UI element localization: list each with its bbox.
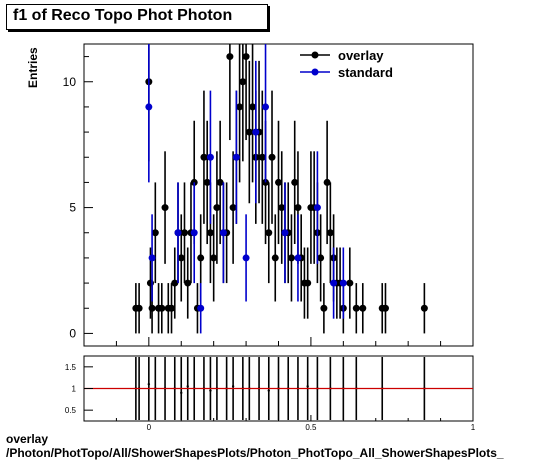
overlay-point [146, 279, 154, 287]
footer-label: overlay [6, 432, 49, 446]
standard-point [330, 279, 338, 287]
overlay-point [323, 178, 331, 186]
overlay-point [326, 229, 334, 237]
overlay-point [151, 229, 159, 237]
y-tick-label: 10 [63, 75, 77, 89]
overlay-point [229, 204, 237, 212]
overlay-point [200, 153, 208, 161]
ratio-point [180, 391, 183, 395]
overlay-point [197, 254, 205, 262]
overlay-point [135, 304, 143, 312]
overlay-point [291, 178, 299, 186]
ratio-x-tick-label: 0 [147, 423, 152, 432]
ratio-point [147, 382, 151, 386]
y-axis-label: Entries [26, 47, 40, 88]
overlay-point [171, 279, 179, 287]
overlay-point [245, 128, 253, 136]
standard-point [262, 103, 270, 111]
overlay-point [213, 204, 221, 212]
overlay-point [258, 153, 266, 161]
overlay-point [352, 304, 360, 312]
overlay-point [161, 204, 169, 212]
chart-title: f1 of Reco Topo Phot Photon [13, 7, 233, 24]
standard-point [197, 304, 205, 312]
ratio-point [306, 385, 309, 388]
standard-point [232, 153, 240, 161]
overlay-point [158, 304, 166, 312]
standard-point [294, 254, 302, 262]
ratio-x-tick-label: 0.5 [305, 423, 317, 432]
overlay-point [239, 78, 247, 86]
ratio-x-tick-label: 1 [471, 423, 476, 432]
standard-point [148, 254, 156, 262]
overlay-point [420, 304, 428, 312]
overlay-point [210, 254, 218, 262]
ratio-point [267, 389, 270, 392]
standard-point [219, 229, 227, 237]
standard-point [339, 279, 347, 287]
y-tick-label: 5 [69, 201, 76, 215]
overlay-point [236, 103, 244, 111]
ratio-point [186, 385, 189, 388]
overlay-point [359, 304, 367, 312]
standard-legend-label: standard [338, 65, 393, 80]
overlay-point [226, 53, 234, 61]
overlay-point [216, 178, 224, 186]
standard-point [281, 229, 289, 237]
standard-legend-marker [311, 68, 319, 76]
title-box: f1 of Reco Topo Phot Photon [6, 4, 268, 30]
overlay-point [278, 204, 286, 212]
overlay-point [271, 254, 279, 262]
y-tick-label: 0 [69, 326, 76, 340]
overlay-point [294, 204, 302, 212]
overlay-point [317, 254, 325, 262]
overlay-point [346, 279, 354, 287]
overlay-point [275, 178, 282, 186]
overlay-point [184, 279, 192, 287]
overlay-point [242, 53, 250, 61]
standard-point [145, 103, 153, 111]
ratio-y-tick-label: 0.5 [65, 406, 77, 415]
overlay-point [304, 279, 312, 287]
overlay-point [381, 304, 389, 312]
standard-point [206, 153, 214, 161]
overlay-point [206, 229, 214, 237]
standard-point [190, 229, 198, 237]
overlay-point [265, 229, 273, 237]
standard-point [174, 229, 182, 237]
overlay-legend-marker [311, 51, 319, 59]
standard-point [252, 128, 260, 136]
ratio-y-tick-label: 1.5 [65, 363, 77, 372]
ratio-point [209, 389, 212, 392]
overlay-point [203, 178, 211, 186]
overlay-point [148, 304, 156, 312]
footer-path: /Photon/PhotTopo/All/ShowerShapesPlots/P… [6, 446, 504, 460]
ratio-point [231, 385, 235, 388]
main-plot: 0 5 10 Entries overlay standard [26, 43, 474, 347]
overlay-point [168, 304, 176, 312]
ratio-plot: 0.5 1 1.5 0 0.5 1 [65, 355, 476, 432]
overlay-point [180, 229, 188, 237]
overlay-point [268, 153, 276, 161]
overlay-legend-label: overlay [338, 48, 384, 63]
standard-point [242, 254, 250, 262]
overlay-point [177, 254, 185, 262]
overlay-point [249, 103, 257, 111]
overlay-point [287, 254, 295, 262]
standard-point [313, 204, 321, 212]
overlay-point [320, 304, 328, 312]
ratio-y-tick-label: 1 [72, 385, 77, 394]
